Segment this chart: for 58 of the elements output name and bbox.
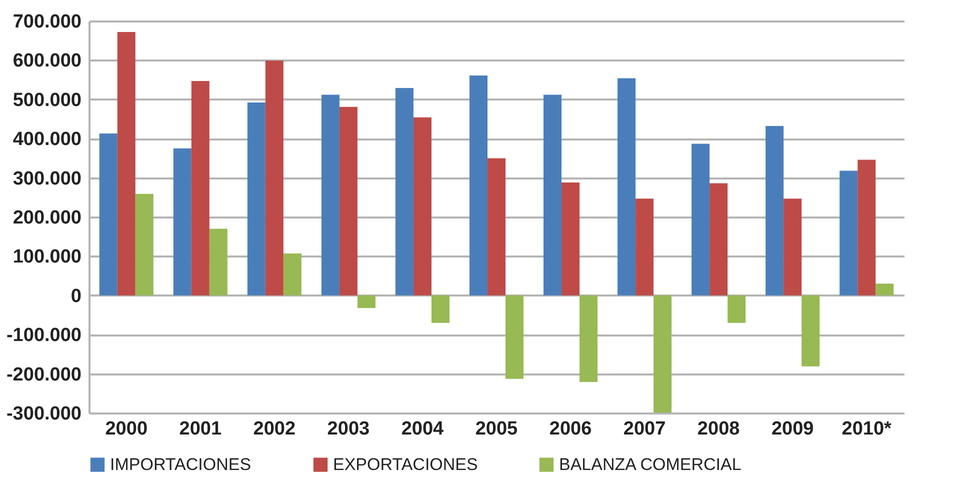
bar [876, 284, 894, 296]
y-tick-label: -300.000 [6, 404, 82, 424]
y-tick-label: -100.000 [6, 325, 82, 346]
x-tick-label: 2000 [105, 418, 148, 440]
bar [487, 158, 506, 296]
legend-label: BALANZA COMERCIAL [559, 454, 742, 474]
x-tick-label: 2008 [697, 418, 740, 440]
bar [357, 295, 376, 308]
bar [395, 88, 414, 296]
x-tick-label: 2010* [842, 418, 892, 440]
bar [209, 228, 228, 296]
bar [339, 106, 358, 296]
bar [562, 182, 580, 296]
y-tick-label: 600.000 [12, 50, 82, 72]
y-tick-label: 100.000 [12, 246, 82, 268]
legend-label: EXPORTACIONES [333, 454, 478, 474]
y-tick-label: 200.000 [12, 208, 82, 228]
bar [840, 170, 858, 296]
bar [802, 295, 820, 366]
bar [692, 144, 710, 296]
bar [618, 78, 636, 296]
bar [283, 253, 302, 296]
bar [191, 80, 210, 296]
bar [135, 194, 154, 296]
y-tick-label: 300.000 [12, 168, 82, 190]
x-tick-label: 2009 [771, 418, 814, 440]
bar [710, 183, 728, 296]
bar [413, 117, 432, 296]
y-tick-label: -200.000 [6, 364, 82, 386]
bar [247, 102, 266, 296]
x-tick-label: 2006 [549, 418, 592, 440]
x-tick-label: 2005 [475, 418, 518, 440]
bar [173, 148, 192, 296]
bar [506, 295, 524, 379]
y-tick-label: 700.000 [12, 12, 82, 32]
bar [728, 295, 746, 323]
x-tick-label: 2003 [327, 418, 370, 440]
bar [580, 295, 598, 382]
bar [431, 295, 450, 323]
y-tick-label: 500.000 [12, 90, 82, 111]
x-tick-label: 2002 [253, 418, 296, 440]
y-tick-label: 0 [70, 286, 82, 307]
legend-label: IMPORTACIONES [110, 454, 252, 474]
bar [99, 134, 118, 296]
bar [265, 60, 284, 296]
bar [766, 126, 784, 296]
bar [117, 32, 136, 296]
x-tick-label: 2004 [401, 418, 444, 440]
y-tick-label: 400.000 [12, 129, 82, 150]
bar [654, 295, 672, 413]
bar [858, 160, 876, 296]
bar [784, 198, 802, 296]
x-tick-label: 2007 [623, 418, 666, 440]
x-tick-label: 2001 [179, 418, 222, 440]
bar [469, 75, 488, 296]
bar [636, 198, 654, 296]
bar [321, 94, 340, 296]
bar [544, 94, 562, 296]
